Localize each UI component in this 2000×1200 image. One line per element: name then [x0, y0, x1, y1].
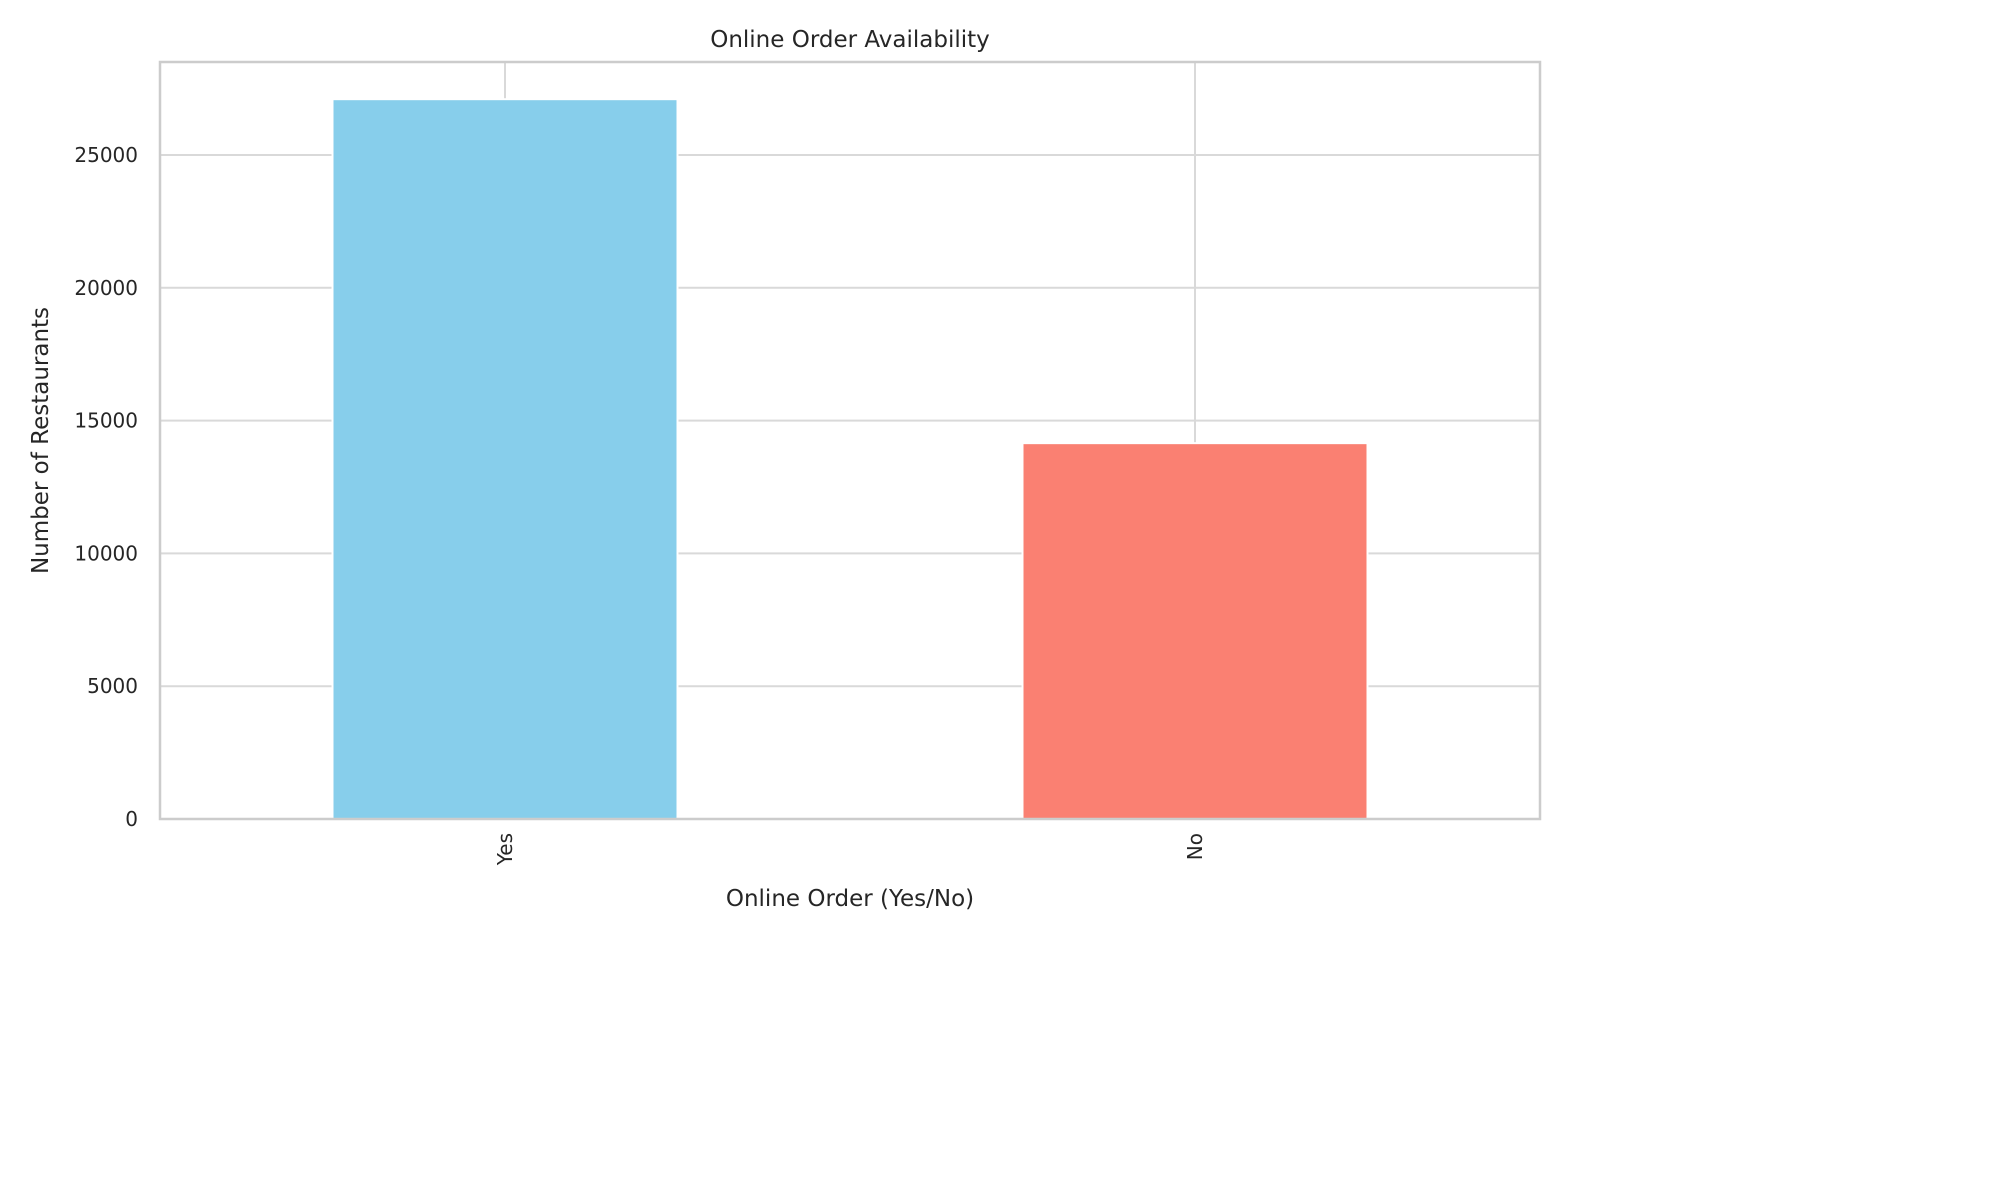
y-tick-label: 5000 — [87, 674, 138, 698]
x-tick-label: No — [1183, 833, 1207, 860]
y-tick-label: 25000 — [74, 143, 138, 167]
x-tick-label: Yes — [493, 833, 517, 866]
y-tick-label: 10000 — [74, 541, 138, 565]
x-axis-ticks: Yes No — [493, 833, 1207, 866]
bar-chart: 0 5000 10000 15000 20000 25000 Yes No Online O… — [28, 27, 1542, 912]
chart-title: Online Order Availability — [710, 27, 990, 53]
y-tick-label: 20000 — [74, 276, 138, 300]
y-axis-label: Number of Restaurants — [28, 307, 54, 574]
y-tick-label: 15000 — [74, 409, 138, 433]
bar-no — [1021, 442, 1369, 820]
y-axis-ticks: 0 5000 10000 15000 20000 25000 — [74, 143, 138, 831]
chart-container: 0 5000 10000 15000 20000 25000 Yes No Online O… — [28, 27, 1542, 912]
bars — [331, 98, 1369, 820]
y-tick-label: 0 — [125, 807, 138, 831]
x-axis-label: Online Order (Yes/No) — [726, 886, 974, 912]
plot-frame — [158, 60, 1542, 821]
bar-yes — [331, 98, 679, 820]
